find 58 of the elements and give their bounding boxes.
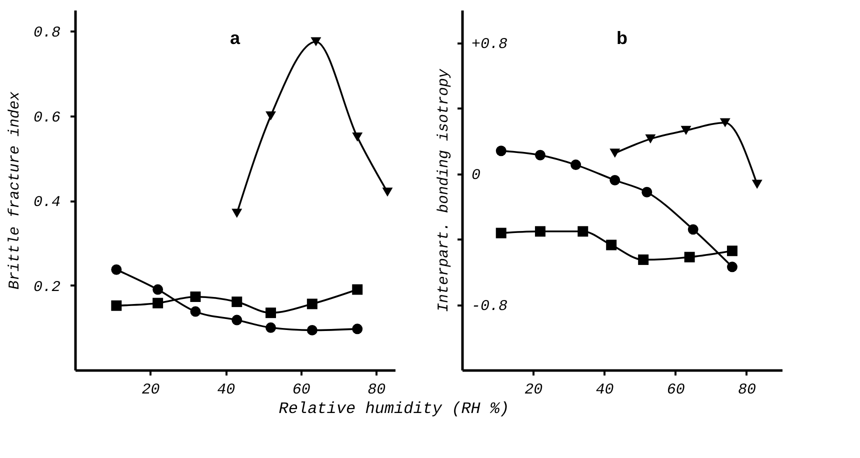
point: [752, 180, 762, 189]
point: [266, 322, 276, 333]
y-tick-label: 0.8: [33, 24, 60, 42]
y-tick-label: 0.4: [33, 194, 60, 212]
point: [642, 186, 652, 198]
point: [382, 188, 393, 197]
point: [684, 252, 695, 262]
x-tick-label: 60: [666, 382, 685, 398]
point: [306, 324, 318, 336]
point: [190, 306, 201, 317]
y-tick-label: 0.6: [33, 109, 60, 126]
point: [310, 37, 322, 46]
point: [306, 298, 318, 310]
y-axis-title: Brittle fracture index: [6, 91, 24, 290]
point: [638, 254, 649, 265]
point: [152, 284, 164, 295]
point: [352, 284, 363, 295]
point: [578, 226, 588, 237]
point: [610, 148, 620, 158]
point: [726, 262, 738, 272]
point: [534, 226, 546, 237]
point: [352, 324, 363, 334]
point: [726, 246, 738, 256]
y-tick-label: -0.8: [472, 298, 508, 316]
y-tick-label: +0.8: [472, 36, 508, 54]
point: [232, 314, 242, 326]
point: [496, 228, 506, 238]
x-tick-label: 60: [292, 382, 310, 398]
point: [152, 298, 164, 308]
y-tick-label: 0.2: [33, 278, 60, 296]
point: [232, 208, 242, 218]
y-tick-label: 0: [472, 167, 481, 184]
point: [111, 264, 122, 275]
point: [496, 146, 506, 156]
point: [606, 240, 617, 250]
text: b: [616, 28, 628, 48]
point: [266, 308, 276, 318]
point: [610, 174, 620, 186]
point: [720, 118, 730, 128]
point: [232, 296, 242, 308]
point: [534, 150, 546, 160]
point: [352, 132, 363, 142]
text: a: [230, 28, 241, 48]
point: [190, 291, 201, 302]
x-axis-title: Relative humidity (RH %): [278, 400, 510, 418]
point: [266, 111, 276, 120]
x-tick-label: 40: [596, 382, 614, 398]
point: [688, 224, 698, 235]
x-tick-label: 80: [368, 382, 386, 398]
x-tick-label: 20: [524, 382, 543, 398]
point: [111, 300, 122, 311]
x-tick-label: 20: [142, 382, 160, 398]
x-tick-label: 40: [217, 382, 236, 398]
y-axis-title: Interpart. bonding isotropy: [436, 68, 452, 312]
x-tick-label: 80: [738, 382, 756, 398]
point: [645, 134, 656, 144]
point: [570, 160, 582, 170]
point: [680, 126, 692, 135]
